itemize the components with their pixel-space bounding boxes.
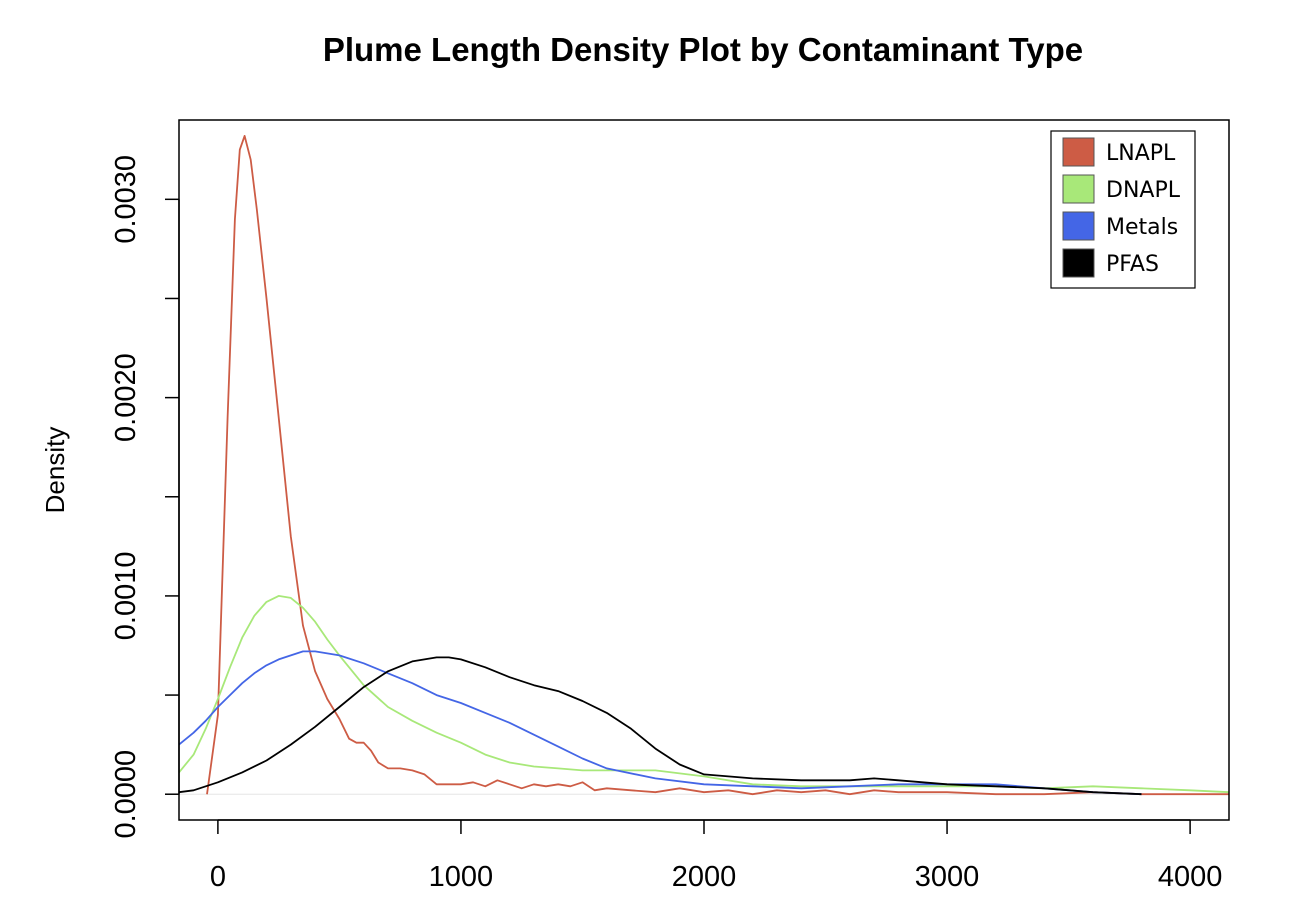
x-axis: 0 1000 2000 3000 4000 (210, 819, 1223, 893)
legend-label-dnapl: DNAPL (1106, 178, 1181, 203)
y-axis: 0.0000 0.0010 0.0020 0.0030 (110, 155, 180, 839)
legend-swatch-dnapl (1062, 174, 1095, 204)
y-tick-label: 0.0020 (110, 353, 142, 442)
y-tick-label: 0.0030 (110, 155, 142, 244)
legend-label-metals: Metals (1106, 215, 1178, 240)
x-tick-label: 1000 (429, 861, 494, 893)
x-tick-label: 3000 (915, 861, 980, 893)
y-tick-label: 0.0000 (110, 750, 142, 839)
legend-swatch-metals (1062, 211, 1095, 241)
x-tick-label: 4000 (1158, 861, 1223, 893)
y-tick-label: 0.0010 (110, 552, 142, 641)
x-tick-label: 2000 (672, 861, 737, 893)
y-axis-label: Density (40, 427, 70, 514)
series-line-dnapl (178, 595, 1230, 794)
legend: LNAPL DNAPL Metals PFAS (1050, 130, 1196, 289)
series-line-metals (178, 650, 1142, 796)
legend-label-pfas: PFAS (1106, 252, 1159, 277)
legend-swatch-lnapl (1062, 137, 1095, 167)
chart-title: Plume Length Density Plot by Contaminant… (323, 31, 1083, 68)
x-tick-label: 0 (210, 861, 226, 893)
legend-label-lnapl: LNAPL (1106, 141, 1176, 166)
series-line-pfas (178, 656, 1142, 796)
series-lines (178, 135, 1230, 796)
series-line-lnapl (206, 135, 1229, 796)
legend-swatch-pfas (1062, 248, 1095, 278)
